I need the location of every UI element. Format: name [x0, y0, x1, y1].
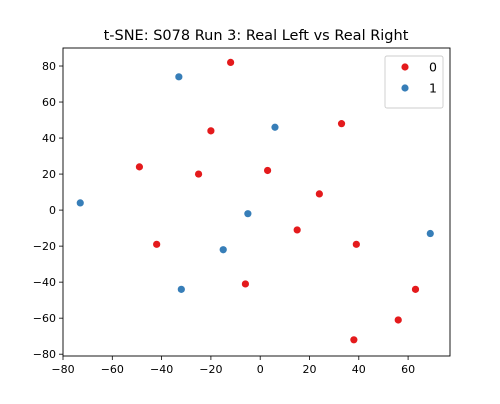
x-tick-label: −20: [199, 363, 222, 376]
point-class-0: [293, 226, 301, 234]
x-tick-label: 0: [257, 363, 264, 376]
point-class-1: [219, 246, 227, 254]
y-tick-label: −40: [33, 276, 56, 289]
point-class-0: [241, 280, 250, 288]
x-tick-label: 40: [352, 363, 366, 376]
y-tick-label: −60: [33, 312, 56, 325]
legend-box: [384, 55, 444, 109]
data-points: [76, 58, 434, 344]
point-class-1: [76, 199, 84, 207]
y-axis-ticks: −80 −60 −40 −20 0 20 40 60 80: [33, 60, 63, 361]
point-class-0: [135, 163, 144, 171]
legend-label-1: 1: [429, 81, 437, 96]
point-class-0: [352, 240, 360, 248]
point-class-0: [153, 240, 161, 248]
x-tick-label: 60: [401, 363, 415, 376]
y-tick-label: 60: [42, 96, 56, 109]
y-tick-label: 0: [49, 204, 56, 217]
point-class-0: [263, 166, 272, 175]
point-class-0: [394, 316, 402, 324]
x-tick-label: 20: [302, 363, 316, 376]
point-class-0: [227, 58, 235, 67]
y-tick-label: 80: [42, 60, 56, 73]
point-class-1: [177, 285, 185, 293]
point-class-1: [426, 229, 434, 238]
x-tick-label: −40: [150, 363, 173, 376]
legend-marker-0: [401, 63, 409, 71]
point-class-0: [350, 336, 358, 344]
point-class-0: [194, 170, 203, 178]
y-tick-label: −20: [33, 240, 56, 253]
legend-marker-1: [401, 84, 409, 92]
legend-label-0: 0: [429, 60, 437, 75]
x-tick-label: −80: [51, 363, 74, 376]
plot-frame: [62, 47, 451, 357]
point-class-1: [175, 73, 183, 81]
point-class-0: [337, 120, 346, 128]
y-tick-label: 40: [42, 132, 56, 145]
point-class-1: [244, 210, 252, 218]
y-tick-label: 20: [42, 168, 56, 181]
y-tick-label: −80: [33, 348, 56, 361]
point-class-1: [271, 123, 279, 131]
x-axis-ticks: −80 −60 −40 −20 0 20 40 60: [51, 356, 415, 376]
chart-title: t-SNE: S078 Run 3: Real Left vs Real Rig…: [104, 28, 409, 44]
point-class-0: [411, 285, 420, 293]
point-class-0: [207, 127, 215, 135]
point-class-0: [315, 190, 323, 198]
legend: 01: [384, 55, 444, 109]
x-tick-label: −60: [101, 363, 124, 376]
